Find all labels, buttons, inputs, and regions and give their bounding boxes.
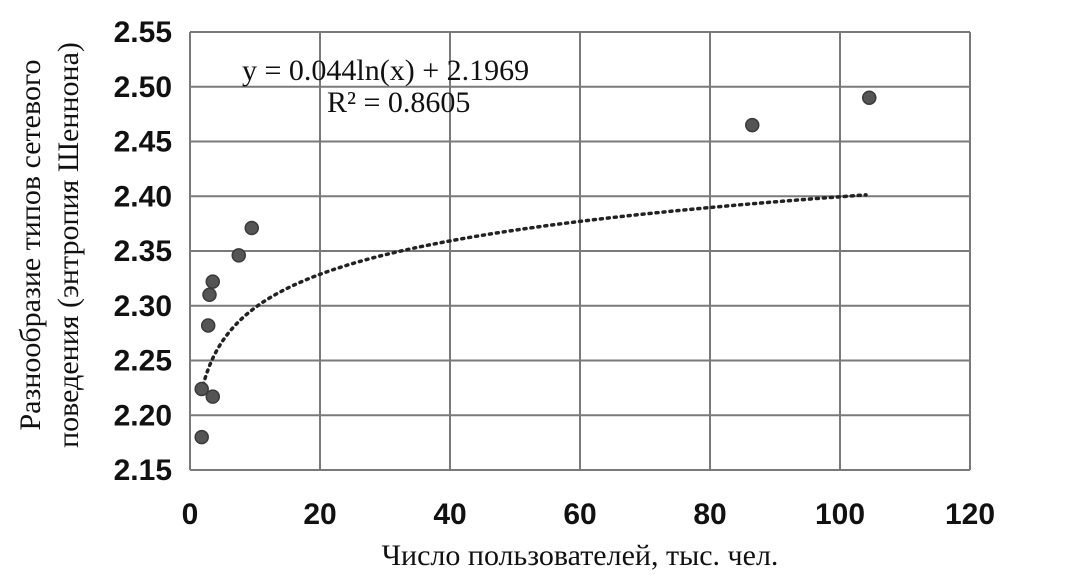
data-points xyxy=(194,90,877,445)
y-tick-label: 2.50 xyxy=(114,71,172,104)
y-tick-label: 2.55 xyxy=(114,16,172,49)
data-point xyxy=(202,287,217,303)
grid-layer xyxy=(189,31,971,471)
x-tick-label: 0 xyxy=(182,498,199,531)
trendline xyxy=(201,193,868,387)
data-point xyxy=(205,274,220,289)
y-tick-label: 2.30 xyxy=(114,290,172,323)
x-tick-labels: 0 20 40 60 80 100 120 xyxy=(182,498,995,531)
trendline-equation: y = 0.044ln(x) + 2.1969 xyxy=(242,54,529,87)
y-tick-label: 2.35 xyxy=(114,235,172,268)
data-point xyxy=(194,381,209,397)
data-point xyxy=(244,220,259,236)
x-tick-label: 80 xyxy=(693,498,726,531)
data-point xyxy=(200,318,216,333)
y-tick-label: 2.15 xyxy=(114,454,172,487)
x-tick-label: 60 xyxy=(563,498,596,531)
x-tick-label: 100 xyxy=(815,498,865,531)
y-tick-label: 2.25 xyxy=(114,345,172,378)
y-tick-label: 2.40 xyxy=(114,180,172,213)
y-tick-label: 2.45 xyxy=(114,126,172,159)
x-tick-label: 120 xyxy=(945,498,995,531)
y-tick-label: 2.20 xyxy=(114,399,172,432)
data-point xyxy=(745,117,760,133)
x-tick-label: 20 xyxy=(303,498,336,531)
y-axis-label-line2: поведения (энтропия Шеннона) xyxy=(52,42,85,448)
y-axis-label-line1: Разнообразие типов сетевого xyxy=(14,59,47,430)
data-point xyxy=(231,248,246,263)
data-point xyxy=(194,429,209,445)
x-tick-label: 40 xyxy=(433,498,466,531)
r-squared-label: R² = 0.8605 xyxy=(327,86,470,119)
data-point xyxy=(862,90,877,105)
x-axis-label: Число пользователей, тыс. чел. xyxy=(382,539,779,572)
y-tick-labels: 2.15 2.20 2.25 2.30 2.35 2.40 2.45 2.50 2.55 xyxy=(114,16,172,487)
data-point xyxy=(205,389,220,404)
